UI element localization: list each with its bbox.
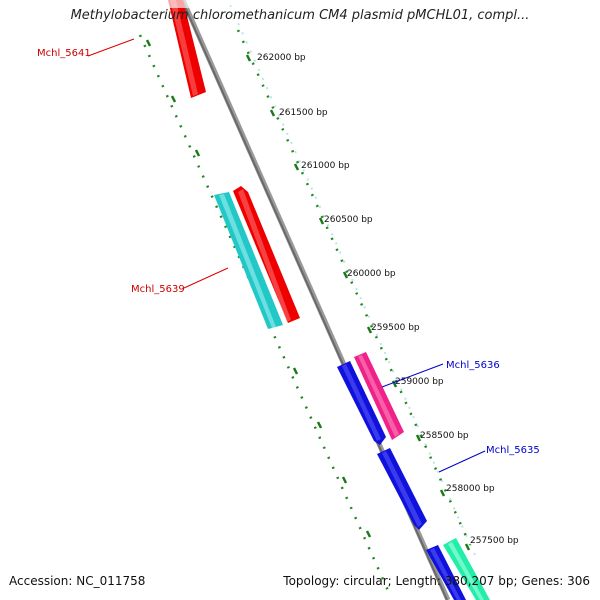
leader-mchl-5641 <box>87 38 135 57</box>
scale-label: 259500 bp <box>371 323 420 333</box>
genome-summary: Topology: circular; Length: 380,207 bp; … <box>283 574 590 588</box>
scale-label: 261000 bp <box>301 161 350 171</box>
gene-mchl-5641[interactable] <box>150 0 230 98</box>
gene-mchl-5636[interactable] <box>354 352 404 440</box>
gene-label-mchl-5639[interactable]: Mchl_5639 <box>131 284 185 295</box>
scale-label: 259000 bp <box>395 377 444 387</box>
scale-label: 257500 bp <box>470 536 519 546</box>
gene-mchl-5639-red[interactable] <box>233 186 300 323</box>
scale-label: 260000 bp <box>347 269 396 279</box>
gene-label-mchl-5635[interactable]: Mchl_5635 <box>486 445 540 456</box>
gene-blue-2[interactable] <box>426 545 466 600</box>
gene-mchl-5635[interactable] <box>377 448 427 530</box>
outer-track-line <box>229 4 476 556</box>
scale-label: 261500 bp <box>279 108 328 118</box>
leader-mchl-5635 <box>438 450 486 473</box>
map-title: Methylobacterium chloromethanicum CM4 pl… <box>70 8 530 23</box>
scale-label: 258000 bp <box>446 484 495 494</box>
scale-track <box>236 29 472 546</box>
accession-text: Accession: NC_011758 <box>9 574 146 588</box>
leader-mchl-5639 <box>183 267 229 289</box>
scale-track-ticks <box>245 54 471 551</box>
leader-mchl-5636 <box>381 363 444 388</box>
gene-blue-1[interactable] <box>337 361 386 445</box>
scale-label: 260500 bp <box>324 215 373 225</box>
gene-label-mchl-5636[interactable]: Mchl_5636 <box>446 360 500 371</box>
gene-label-mchl-5641[interactable]: Mchl_5641 <box>37 48 91 59</box>
scale-label: 262000 bp <box>257 53 306 63</box>
gene-cyan[interactable] <box>214 192 283 329</box>
scale-label: 258500 bp <box>420 431 469 441</box>
scale-labels: 262000 bp 261500 bp 261000 bp 260500 bp … <box>257 53 519 546</box>
gene-green[interactable] <box>443 538 490 600</box>
